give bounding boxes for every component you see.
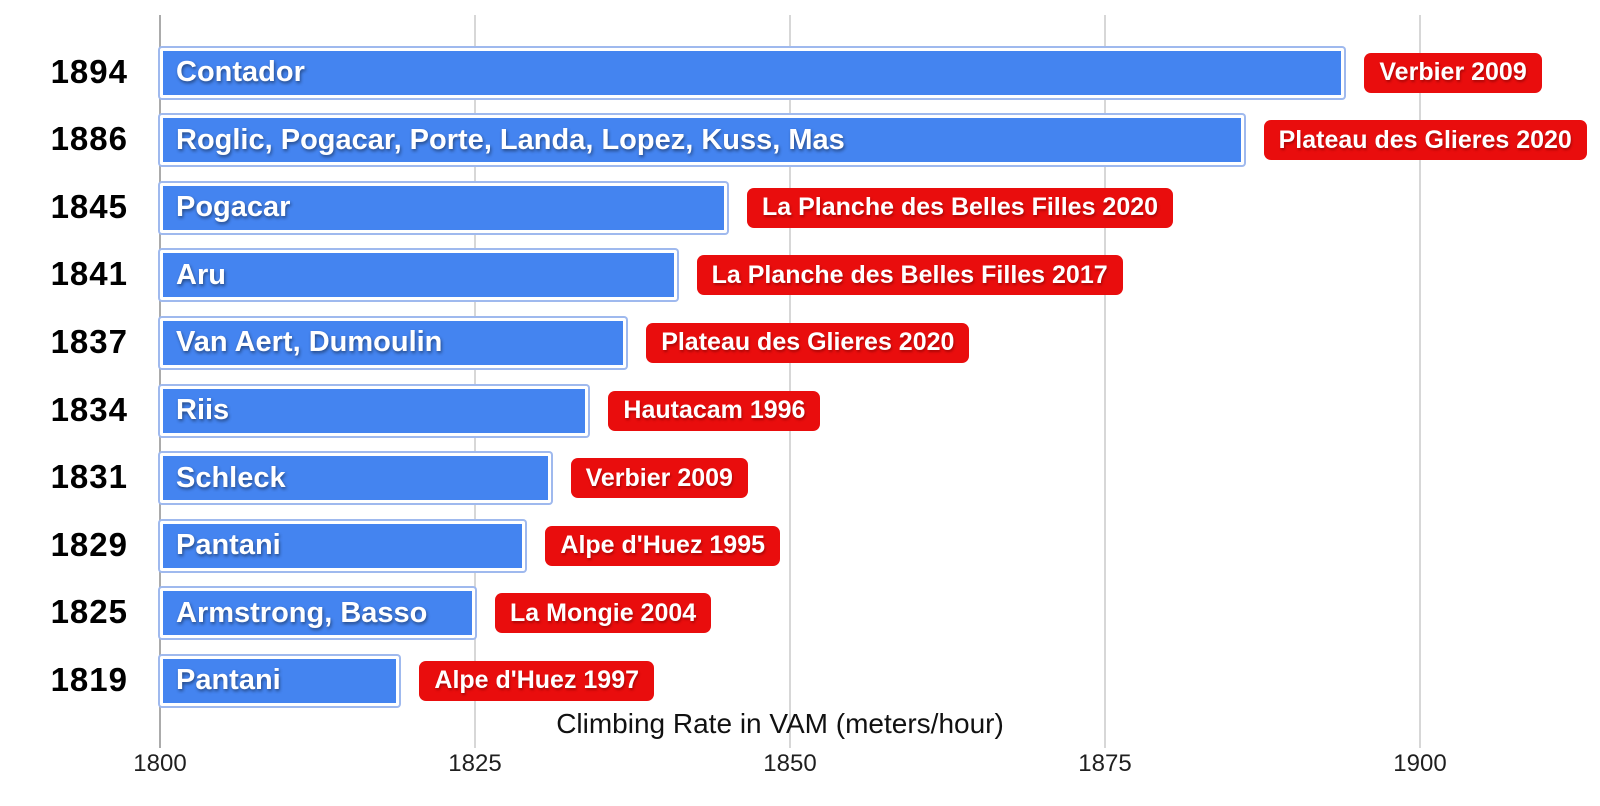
bar-rider-label: Aru (176, 258, 226, 291)
bar: Armstrong, Basso (160, 588, 475, 639)
bar: Roglic, Pogacar, Porte, Landa, Lopez, Ku… (160, 115, 1244, 166)
y-axis-line (159, 15, 161, 748)
x-axis-title: Climbing Rate in VAM (meters/hour) (556, 708, 1004, 739)
value-label: 1841 (50, 255, 128, 293)
bar-rider-label: Armstrong, Basso (176, 596, 428, 629)
value-label: 1825 (50, 593, 128, 631)
location-badge: Verbier 2009 (570, 458, 748, 499)
value-label: 1831 (50, 458, 128, 496)
value-label: 1845 (50, 187, 128, 225)
bar-rider-label: Schleck (176, 461, 286, 494)
bar: Aru (160, 250, 677, 301)
value-label: 1837 (50, 322, 128, 360)
value-label: 1829 (50, 525, 128, 563)
bar-rider-label: Pogacar (176, 191, 291, 224)
gridline (474, 15, 476, 748)
value-label: 1819 (50, 660, 128, 698)
bar-rider-label: Contador (176, 56, 305, 88)
value-label: 1886 (50, 120, 128, 158)
axis-tick-label: 1850 (763, 750, 817, 777)
value-label: 1834 (50, 390, 128, 428)
bar: Riis (160, 385, 589, 436)
bar: Pogacar (160, 182, 727, 233)
axis-tick-label: 1875 (1078, 750, 1132, 777)
location-badge: Verbier 2009 (1364, 52, 1542, 93)
bar-rider-label: Pantani (176, 664, 281, 697)
bar: Pantani (160, 655, 400, 706)
axis-tick-label: 1900 (1393, 750, 1447, 777)
bar: Pantani (160, 520, 526, 571)
bar-rider-label: Roglic, Pogacar, Porte, Landa, Lopez, Ku… (176, 123, 845, 156)
location-badge: Plateau des Glieres 2020 (1263, 120, 1587, 161)
bar-rider-label: Riis (176, 394, 230, 426)
gridline (1419, 15, 1421, 748)
location-badge: Hautacam 1996 (608, 390, 821, 431)
bar: Van Aert, Dumoulin (160, 317, 627, 368)
location-badge: La Planche des Belles Filles 2017 (696, 255, 1123, 296)
axis-tick-label: 1800 (133, 750, 187, 777)
bar: Contador (160, 47, 1345, 98)
value-label: 1894 (50, 52, 128, 90)
location-badge: La Mongie 2004 (495, 593, 712, 634)
bar: Schleck (160, 453, 551, 504)
location-badge: Alpe d'Huez 1997 (419, 660, 655, 701)
bar-rider-label: Pantani (176, 529, 281, 562)
location-badge: Alpe d'Huez 1995 (545, 525, 781, 566)
axis-tick-label: 1825 (448, 750, 502, 777)
bar-rider-label: Van Aert, Dumoulin (176, 326, 443, 359)
location-badge: La Planche des Belles Filles 2020 (747, 187, 1174, 228)
location-badge: Plateau des Glieres 2020 (646, 322, 970, 363)
gridline (789, 15, 791, 748)
gridline (1104, 15, 1106, 748)
